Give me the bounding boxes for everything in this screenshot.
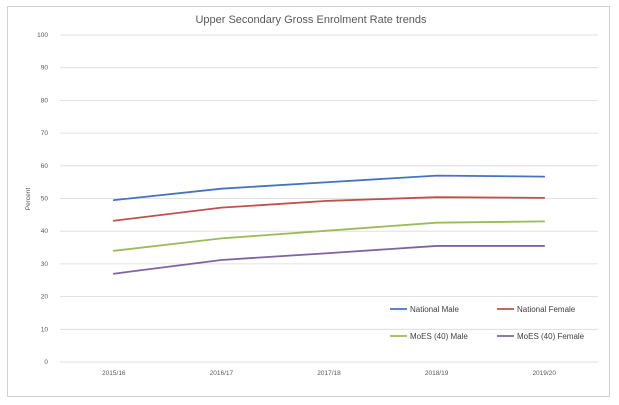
series-line-3	[112, 245, 546, 275]
series-line-2	[112, 220, 546, 252]
y-tick-70: 70	[41, 130, 49, 137]
series-line-0	[112, 174, 546, 202]
x-tick-2015/16: 2015/16	[102, 370, 126, 377]
series-line-1	[112, 196, 546, 222]
x-tick-labels: 2015/16 2016/17 2017/18 2018/19 2019/20	[102, 370, 556, 377]
y-axis-label: Percent	[25, 188, 32, 211]
y-tick-labels: 0 10 20 30 40 50 60 70 80 90 100	[37, 32, 48, 366]
legend-label-3: MoES (40) Female	[517, 332, 585, 341]
series-lines	[112, 174, 546, 275]
x-tick-2018/19: 2018/19	[425, 370, 449, 377]
y-tick-60: 60	[41, 163, 49, 170]
legend: National Male National Female MoES (40) Ma…	[390, 305, 585, 341]
legend-label-0: National Male	[410, 305, 459, 314]
y-tick-80: 80	[41, 97, 49, 104]
chart-title: Upper Secondary Gross Enrolment Rate tre…	[195, 14, 427, 26]
x-tick-2017/18: 2017/18	[317, 370, 341, 377]
legend-label-1: National Female	[517, 305, 576, 314]
x-tick-2016/17: 2016/17	[210, 370, 234, 377]
y-tick-100: 100	[37, 32, 48, 39]
y-tick-0: 0	[44, 359, 48, 366]
legend-label-2: MoES (40) Male	[410, 332, 468, 341]
y-tick-40: 40	[41, 228, 49, 235]
y-tick-10: 10	[41, 326, 49, 333]
y-tick-90: 90	[41, 65, 49, 72]
y-tick-50: 50	[41, 196, 49, 203]
x-tick-2019/20: 2019/20	[532, 370, 556, 377]
y-tick-30: 30	[41, 261, 49, 268]
y-tick-20: 20	[41, 294, 49, 301]
